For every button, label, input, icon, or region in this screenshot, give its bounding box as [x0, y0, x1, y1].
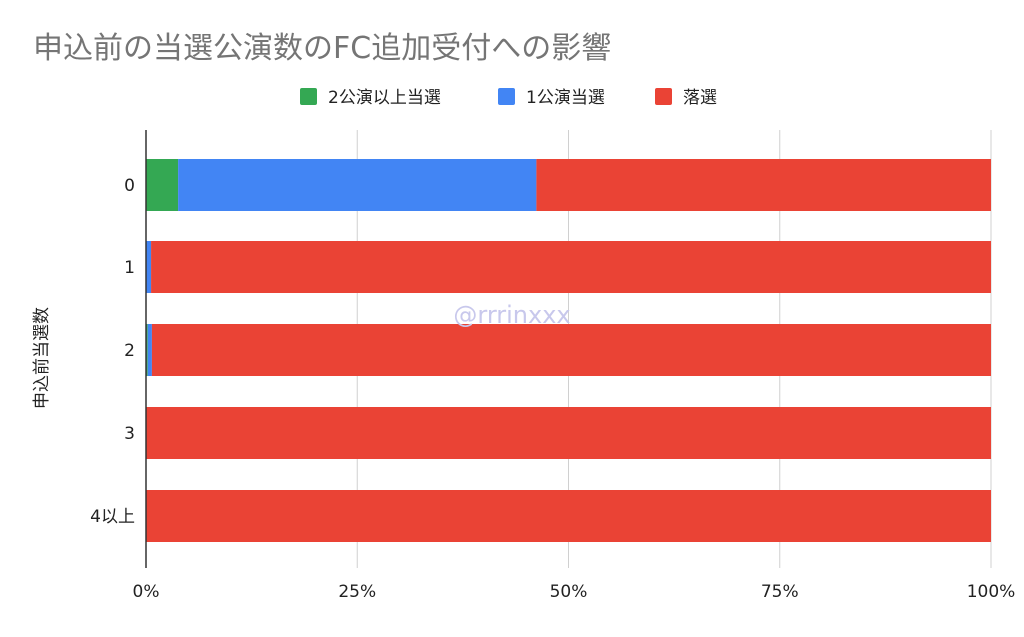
legend-swatch-1 — [498, 88, 515, 105]
bar-4-series-2 — [146, 490, 991, 542]
y-axis-title: 申込前当選数 — [32, 307, 52, 409]
x-tick-label-3: 75% — [761, 582, 799, 602]
legend-label-0: 2公演以上当選 — [328, 88, 441, 108]
x-tick-label-0: 0% — [133, 582, 160, 602]
bar-1-series-2 — [151, 241, 991, 293]
y-tick-label-3: 3 — [124, 424, 135, 444]
bar-2-series-1 — [147, 324, 152, 376]
bar-0-series-2 — [536, 159, 991, 211]
bar-3-series-2 — [146, 407, 991, 459]
x-tick-label-1: 25% — [338, 582, 376, 602]
bar-2-series-0 — [146, 324, 148, 376]
y-tick-label-2: 2 — [124, 341, 135, 361]
bar-1-series-1 — [146, 241, 152, 293]
x-tick-label-2: 50% — [550, 582, 588, 602]
bar-0-series-0 — [146, 159, 179, 211]
bar-0-series-1 — [178, 159, 537, 211]
y-tick-labels: 0 1 2 3 4以上 — [90, 176, 135, 527]
y-tick-label-0: 0 — [124, 176, 135, 196]
legend-swatch-2 — [655, 88, 672, 105]
legend: 2公演以上当選 1公演当選 落選 — [300, 88, 717, 108]
legend-label-1: 1公演当選 — [526, 88, 605, 108]
legend-label-2: 落選 — [683, 88, 717, 108]
watermark: @rrrinxxx — [453, 301, 570, 329]
bars — [146, 159, 992, 542]
legend-swatch-0 — [300, 88, 317, 105]
x-tick-labels: 0% 25% 50% 75% 100% — [133, 582, 1016, 602]
chart-title: 申込前の当選公演数のFC追加受付への影響 — [33, 31, 611, 66]
y-tick-label-1: 1 — [124, 258, 135, 278]
y-tick-label-4: 4以上 — [90, 507, 135, 527]
bar-2-series-2 — [151, 324, 992, 376]
x-tick-label-4: 100% — [967, 582, 1016, 602]
